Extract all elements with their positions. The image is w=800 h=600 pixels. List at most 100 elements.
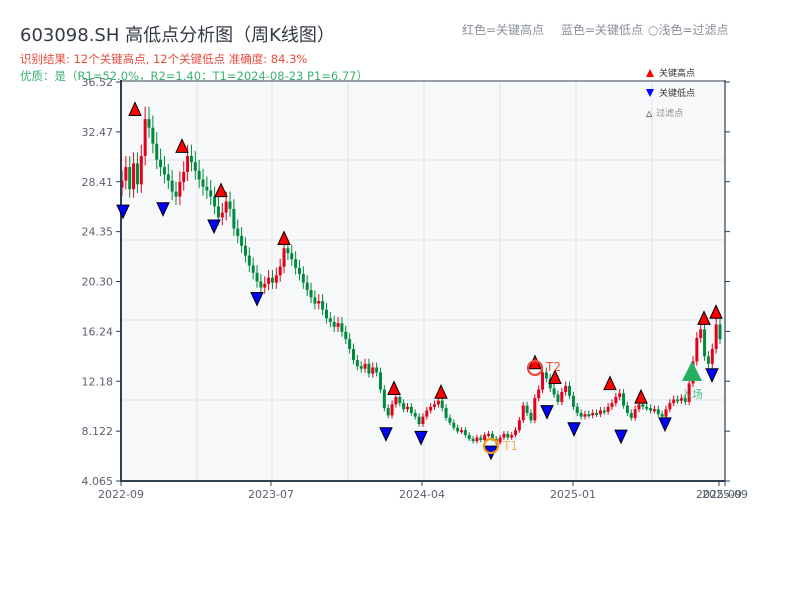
candle-body (205, 186, 209, 191)
x-tick-label: 2022-09 (98, 488, 144, 501)
triangle-hollow-icon: △ (646, 109, 653, 118)
candle-body (220, 212, 224, 218)
candle-body (375, 367, 379, 373)
candle-body (363, 363, 367, 369)
candle-body (502, 433, 506, 438)
candle-body (162, 167, 166, 175)
candle-body (124, 167, 128, 181)
candle-body (382, 389, 386, 409)
candle-body (178, 181, 182, 197)
chart-title: 603098.SH 高低点分析图（周K线图） (20, 25, 335, 46)
candle-body (390, 404, 394, 416)
candle-body (367, 363, 371, 374)
candle-body (487, 433, 491, 436)
candle-body (421, 416, 425, 425)
candle-body (614, 396, 618, 404)
key-high-marker (548, 369, 562, 384)
t1-circle (482, 437, 500, 455)
candle-body (641, 404, 645, 407)
candle-body (197, 170, 201, 180)
candle-body (425, 410, 429, 417)
candle-body (351, 349, 355, 361)
t1-label: T1 (502, 439, 518, 453)
candle-body (159, 159, 163, 168)
candle-body (348, 339, 352, 350)
candle-body (710, 349, 714, 364)
candle-body (213, 196, 217, 207)
candle-body (591, 412, 595, 416)
legend-item-filtered: △ 过滤点 (646, 109, 684, 119)
legend-item-key-high: 关键高点 (646, 66, 695, 79)
key-high-marker (128, 101, 142, 116)
candle-body (483, 435, 487, 440)
candle-body (243, 245, 247, 256)
key-high-marker (277, 230, 291, 246)
candle-body (706, 356, 710, 364)
candle-body (676, 399, 680, 402)
y-tick-label: 4.065 (82, 475, 114, 488)
y-tick-label: 28.41 (82, 176, 114, 189)
candle-body (405, 406, 409, 410)
key-high-marker (697, 310, 711, 325)
candle-body (444, 408, 448, 418)
candle-body (537, 389, 541, 399)
key-high-marker (175, 138, 189, 153)
candle-body (552, 388, 556, 395)
candle-body (610, 403, 614, 407)
candle-body (506, 433, 510, 438)
candle-body (359, 366, 363, 369)
candle-body (274, 275, 278, 283)
candle-body (398, 396, 402, 404)
candle-body (216, 206, 220, 218)
candle-body (128, 167, 132, 190)
candle-body (618, 393, 622, 397)
candle-body (290, 253, 294, 260)
candle-body (170, 180, 174, 192)
result-summary: 识别结果: 12个关键高点, 12个关键低点 准确度: 84.3% (20, 52, 308, 66)
candle-body (571, 395, 575, 407)
candle-body (305, 282, 309, 291)
candle-body (282, 248, 286, 267)
key-low-marker (379, 427, 393, 442)
candle-body (656, 409, 660, 415)
candle-body (525, 405, 529, 413)
x-tick-label: 2025-09 (702, 488, 748, 501)
x-tick-label: 2025-09 (696, 488, 742, 501)
candle-body (460, 430, 464, 433)
y-tick-label: 16.24 (82, 325, 114, 338)
candle-body (328, 318, 332, 322)
key-low-marker (116, 204, 130, 220)
candle-body (247, 255, 251, 266)
t2-circle (526, 359, 544, 377)
candle-body (510, 435, 514, 438)
y-tick-label: 24.35 (82, 226, 114, 239)
candle-body (255, 272, 259, 282)
candle-body (378, 372, 382, 390)
legend-blue-key-low: 蓝色=关键低点 (561, 23, 644, 37)
candle-body (278, 266, 282, 276)
key-high-marker (603, 375, 617, 391)
legend-light-filtered: ○浅色=过滤点 (648, 23, 729, 37)
x-tick-label: 2023-07 (248, 488, 294, 501)
candle-body (224, 201, 228, 213)
candle-body (324, 309, 328, 319)
candle-body (182, 171, 186, 182)
candle-body (186, 156, 190, 172)
candle-body (251, 265, 255, 273)
y-tick-label: 12.18 (82, 375, 114, 388)
candle-body (189, 156, 193, 163)
candle-body (517, 420, 521, 431)
candle-body (622, 393, 626, 406)
candle-body (413, 412, 417, 417)
candle-body (267, 277, 271, 284)
candle-body (564, 385, 568, 393)
candle-body (703, 329, 707, 357)
candle-body (336, 323, 340, 327)
key-low-marker (156, 202, 170, 217)
candle-body (440, 400, 444, 409)
candle-body (409, 406, 413, 413)
candle-body (556, 394, 560, 402)
candle-body (317, 301, 321, 304)
candle-body (664, 409, 668, 417)
